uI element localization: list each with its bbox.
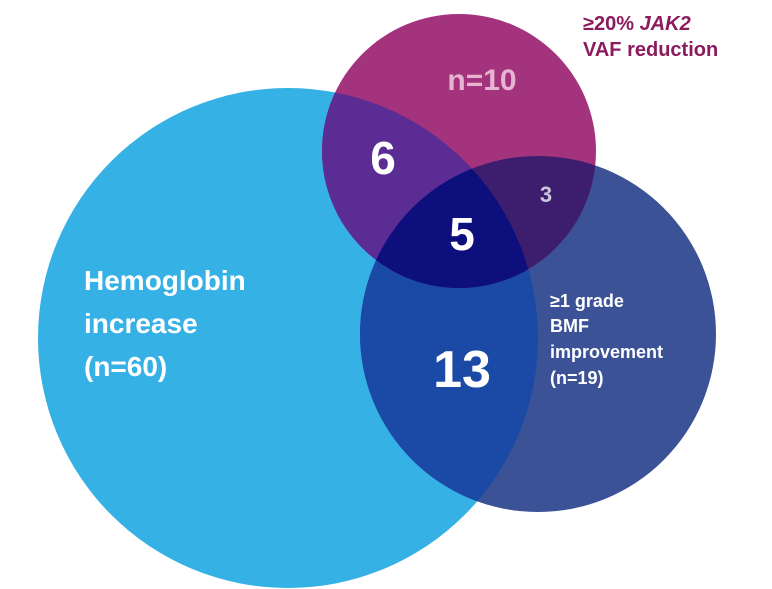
vaf-count: n=10 xyxy=(447,64,516,97)
bmf-label: improvement xyxy=(550,342,663,362)
bmf-label: (n=19) xyxy=(550,368,604,388)
vaf-title-prefix: ≥20% xyxy=(583,13,640,35)
hemoglobin-label: (n=60) xyxy=(84,351,167,382)
region-count: 13 xyxy=(433,341,491,399)
region-count: 5 xyxy=(449,208,475,260)
vaf-title: ≥20% JAK2 xyxy=(583,13,691,35)
region-count: 6 xyxy=(370,132,396,184)
bmf-label: BMF xyxy=(550,316,589,336)
vaf-title-line2: VAF reduction xyxy=(583,39,718,61)
hemoglobin-label: increase xyxy=(84,308,198,339)
hemoglobin-label: Hemoglobin xyxy=(84,265,246,296)
region-count: 3 xyxy=(540,182,552,207)
vaf-title-gene: JAK2 xyxy=(640,13,691,35)
bmf-label: ≥1 grade xyxy=(550,291,624,311)
